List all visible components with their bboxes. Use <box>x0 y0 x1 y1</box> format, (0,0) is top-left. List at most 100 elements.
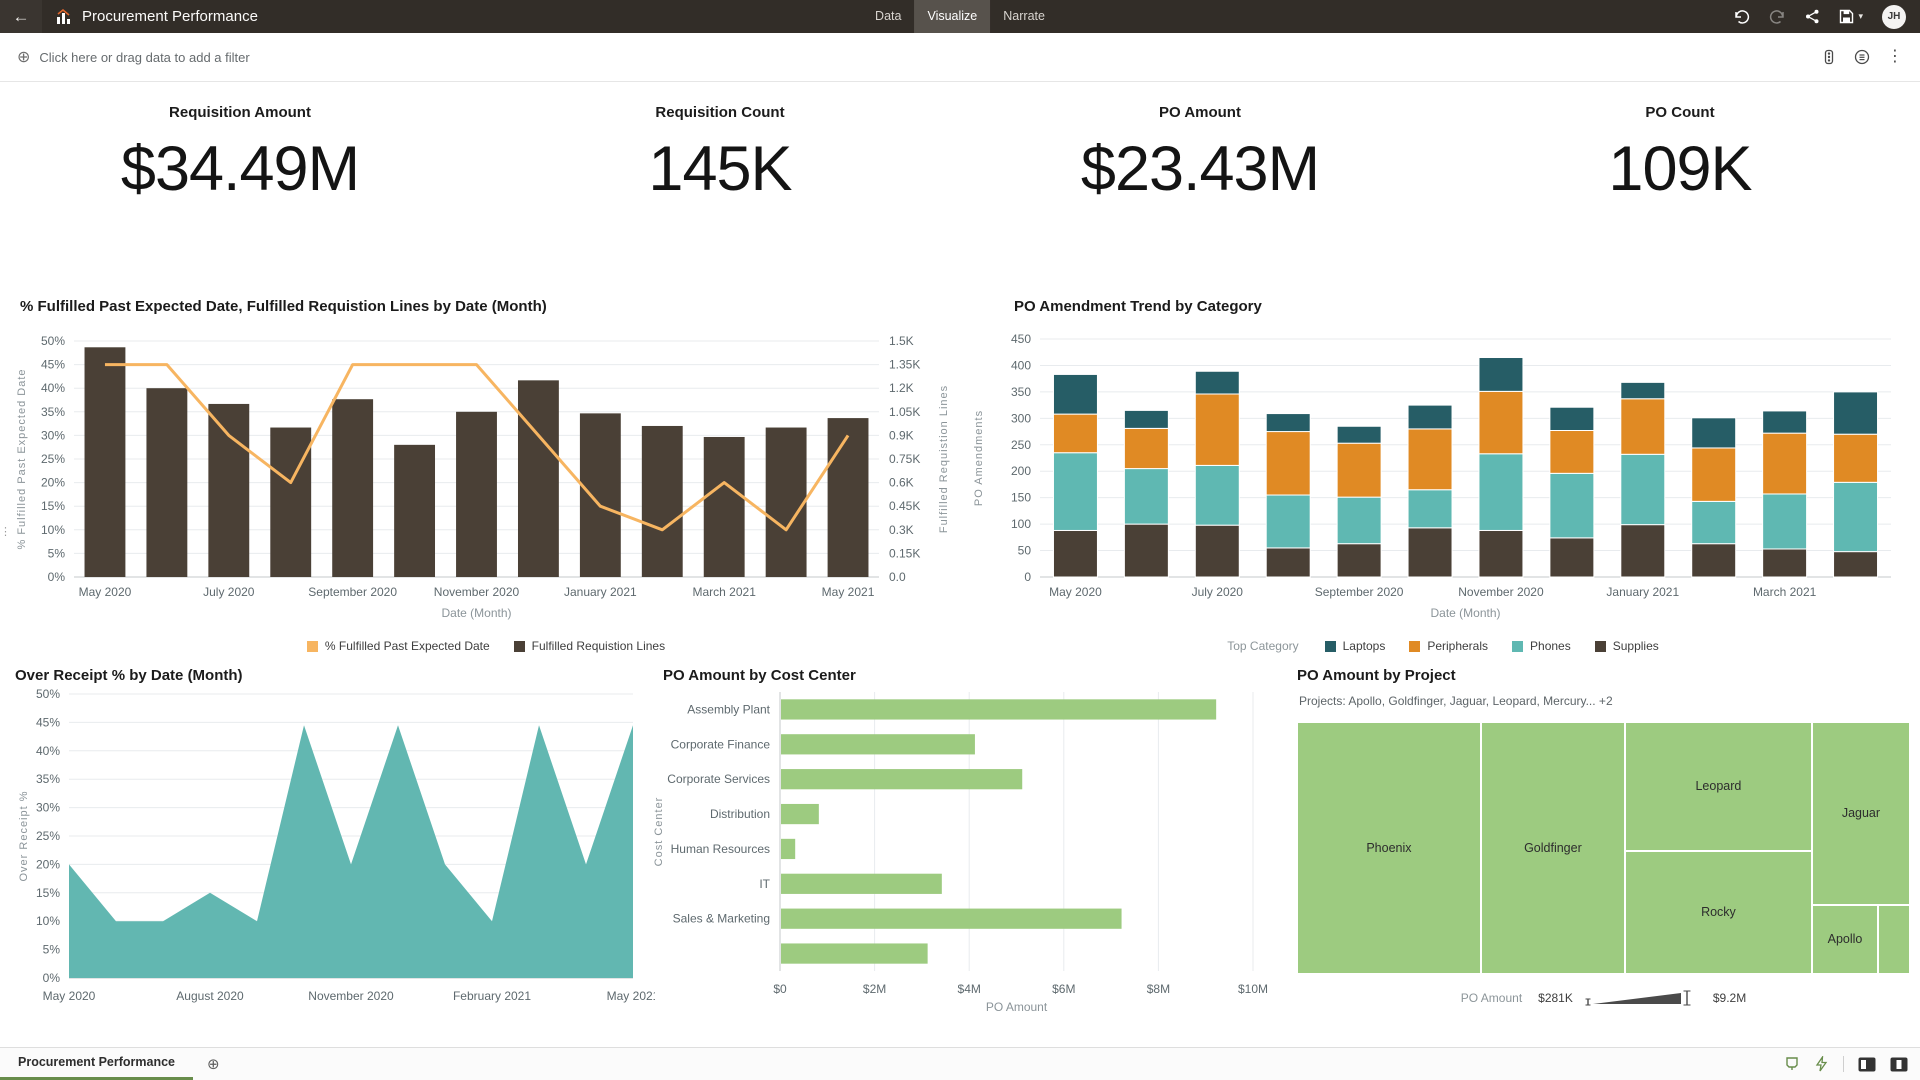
amendment-bar-segment[interactable] <box>1691 447 1737 502</box>
amendment-bar-segment[interactable] <box>1549 537 1595 578</box>
over-receipt-chart[interactable]: 0% 5% 10% 15% 20% 25% 30% 35% 40% 45% 50% May 2020 A… <box>15 684 655 1014</box>
amendment-bar-segment[interactable] <box>1762 493 1808 550</box>
amendment-bar-segment[interactable] <box>1691 417 1737 449</box>
amendment-bar-segment[interactable] <box>1549 429 1595 474</box>
requisition-lines-bar[interactable] <box>517 380 559 577</box>
amendment-bar-segment[interactable] <box>1052 452 1098 531</box>
amendment-bar-segment[interactable] <box>1833 481 1879 553</box>
cost-center-bar[interactable] <box>781 908 1122 929</box>
amendment-bar-segment[interactable] <box>1336 543 1382 578</box>
amendment-bar-segment[interactable] <box>1194 393 1240 466</box>
fulfillment-trend-line[interactable] <box>104 363 850 532</box>
amendment-bar-segment[interactable] <box>1194 370 1240 395</box>
back-button[interactable]: ← <box>0 0 42 33</box>
amendment-bar-segment[interactable] <box>1194 524 1240 578</box>
amendment-bar-segment[interactable] <box>1762 410 1808 434</box>
amendment-bar-segment[interactable] <box>1762 548 1808 578</box>
over-receipt-area[interactable] <box>69 725 633 978</box>
treemap-tile-leopard[interactable]: Leopard <box>1624 722 1812 851</box>
kpi-tile-po-count[interactable]: PO Count 109K <box>1440 104 1920 242</box>
amendment-bar-segment[interactable] <box>1265 431 1311 496</box>
legend-item[interactable]: Phones <box>1512 639 1571 653</box>
amendment-bar-segment[interactable] <box>1123 523 1169 578</box>
amendment-bar-segment[interactable] <box>1620 524 1666 578</box>
amendment-bar-segment[interactable] <box>1762 432 1808 495</box>
amendment-bar-segment[interactable] <box>1620 381 1666 400</box>
legend-item[interactable]: Supplies <box>1594 639 1659 653</box>
legend-item[interactable]: % Fulfilled Past Expected Date <box>306 639 490 653</box>
requisition-lines-bar[interactable] <box>641 425 683 577</box>
auto-insights-icon[interactable] <box>1814 1056 1829 1072</box>
amendment-bar-segment[interactable] <box>1549 406 1595 431</box>
amendment-bar-segment[interactable] <box>1620 453 1666 526</box>
kpi-tile-po-amount[interactable]: PO Amount $23.43M <box>960 104 1440 242</box>
kpi-tile-requisition-amount[interactable]: Requisition Amount $34.49M <box>0 104 480 242</box>
tab-data[interactable]: Data <box>875 9 902 23</box>
collapsed-panel-handle[interactable]: ⋮ <box>0 526 11 538</box>
requisition-lines-bar[interactable] <box>827 418 869 577</box>
amendment-bar-segment[interactable] <box>1407 489 1453 529</box>
cost-center-bar[interactable] <box>781 803 819 825</box>
amendment-bar-segment[interactable] <box>1478 390 1524 455</box>
amendment-bar-segment[interactable] <box>1478 529 1524 578</box>
filter-bar-menu-icon[interactable]: ⋮ <box>1887 48 1903 65</box>
amendment-bar-segment[interactable] <box>1194 464 1240 526</box>
amendment-bar-segment[interactable] <box>1052 413 1098 454</box>
legend-item[interactable]: Peripherals <box>1409 639 1488 653</box>
layout-panel-left-icon[interactable] <box>1858 1057 1876 1072</box>
amendment-bar-segment[interactable] <box>1833 551 1879 578</box>
requisition-lines-bar[interactable] <box>703 436 745 577</box>
requisition-lines-bar[interactable] <box>765 427 807 577</box>
undo-icon[interactable] <box>1733 9 1750 24</box>
cost-center-bar[interactable] <box>781 699 1217 720</box>
add-canvas-icon[interactable]: ⊕ <box>207 1056 220 1073</box>
cost-center-bar[interactable] <box>781 838 796 860</box>
filter-prompt[interactable]: Click here or drag data to add a filter <box>39 49 250 65</box>
requisition-lines-bar[interactable] <box>270 427 312 577</box>
requisition-lines-bar[interactable] <box>456 411 497 577</box>
tab-narrate[interactable]: Narrate <box>1003 9 1045 23</box>
treemap-tile-rocky[interactable]: Rocky <box>1624 850 1812 974</box>
amendment-bar-segment[interactable] <box>1407 428 1453 491</box>
amendment-bar-segment[interactable] <box>1691 500 1737 545</box>
kpi-tile-requisition-count[interactable]: Requisition Count 145K <box>480 104 960 242</box>
amendment-bar-segment[interactable] <box>1123 409 1169 429</box>
fulfillment-chart[interactable]: 0% 5% 10% 15% 20% 25% 30% 35% 40% 45% 50% 0.0 0.15K 0… <box>12 331 957 627</box>
cost-center-bar[interactable] <box>781 873 942 894</box>
touch-highlight-icon[interactable] <box>1784 1056 1800 1072</box>
amendment-bar-segment[interactable] <box>1478 453 1524 531</box>
requisition-lines-bar[interactable] <box>208 403 250 577</box>
amendment-chart[interactable]: 0 50 100 150 200 250 300 350 400 450 May 2020 July … <box>966 331 1911 627</box>
add-filter-icon[interactable]: ⊕ <box>17 49 31 66</box>
requisition-lines-bar[interactable] <box>579 413 621 577</box>
redo-icon[interactable] <box>1769 9 1786 24</box>
amendment-bar-segment[interactable] <box>1407 404 1453 430</box>
requisition-lines-bar[interactable] <box>394 444 436 577</box>
amendment-bar-segment[interactable] <box>1833 433 1879 483</box>
treemap-tile-goldfinger[interactable]: Goldfinger <box>1480 722 1625 974</box>
amendment-bar-segment[interactable] <box>1265 413 1311 433</box>
tab-visualize[interactable]: Visualize <box>914 0 991 33</box>
layout-panel-center-icon[interactable] <box>1890 1057 1908 1072</box>
amendment-bar-segment[interactable] <box>1407 527 1453 578</box>
amendment-bar-segment[interactable] <box>1833 391 1879 435</box>
amendment-bar-segment[interactable] <box>1549 472 1595 539</box>
treemap-tile-apollo[interactable]: Apollo <box>1811 904 1879 974</box>
legend-item[interactable]: Fulfilled Requistion Lines <box>513 639 665 653</box>
requisition-lines-bar[interactable] <box>84 347 126 577</box>
treemap-tile-phoenix[interactable]: Phoenix <box>1297 722 1481 974</box>
user-avatar[interactable]: JH <box>1882 4 1906 29</box>
canvas-properties-icon[interactable] <box>1854 49 1870 65</box>
amendment-bar-segment[interactable] <box>1336 442 1382 498</box>
amendment-bar-segment[interactable] <box>1123 427 1169 470</box>
treemap-tile-jaguar[interactable]: Jaguar <box>1811 722 1910 905</box>
amendment-bar-segment[interactable] <box>1478 357 1524 392</box>
amendment-bar-segment[interactable] <box>1691 543 1737 578</box>
amendment-bar-segment[interactable] <box>1052 373 1098 415</box>
amendment-bar-segment[interactable] <box>1123 468 1169 525</box>
filter-settings-icon[interactable] <box>1821 49 1837 65</box>
requisition-lines-bar[interactable] <box>146 388 188 577</box>
share-icon[interactable] <box>1805 9 1820 24</box>
save-menu[interactable]: ▾ <box>1839 9 1863 24</box>
amendment-bar-segment[interactable] <box>1265 547 1311 578</box>
